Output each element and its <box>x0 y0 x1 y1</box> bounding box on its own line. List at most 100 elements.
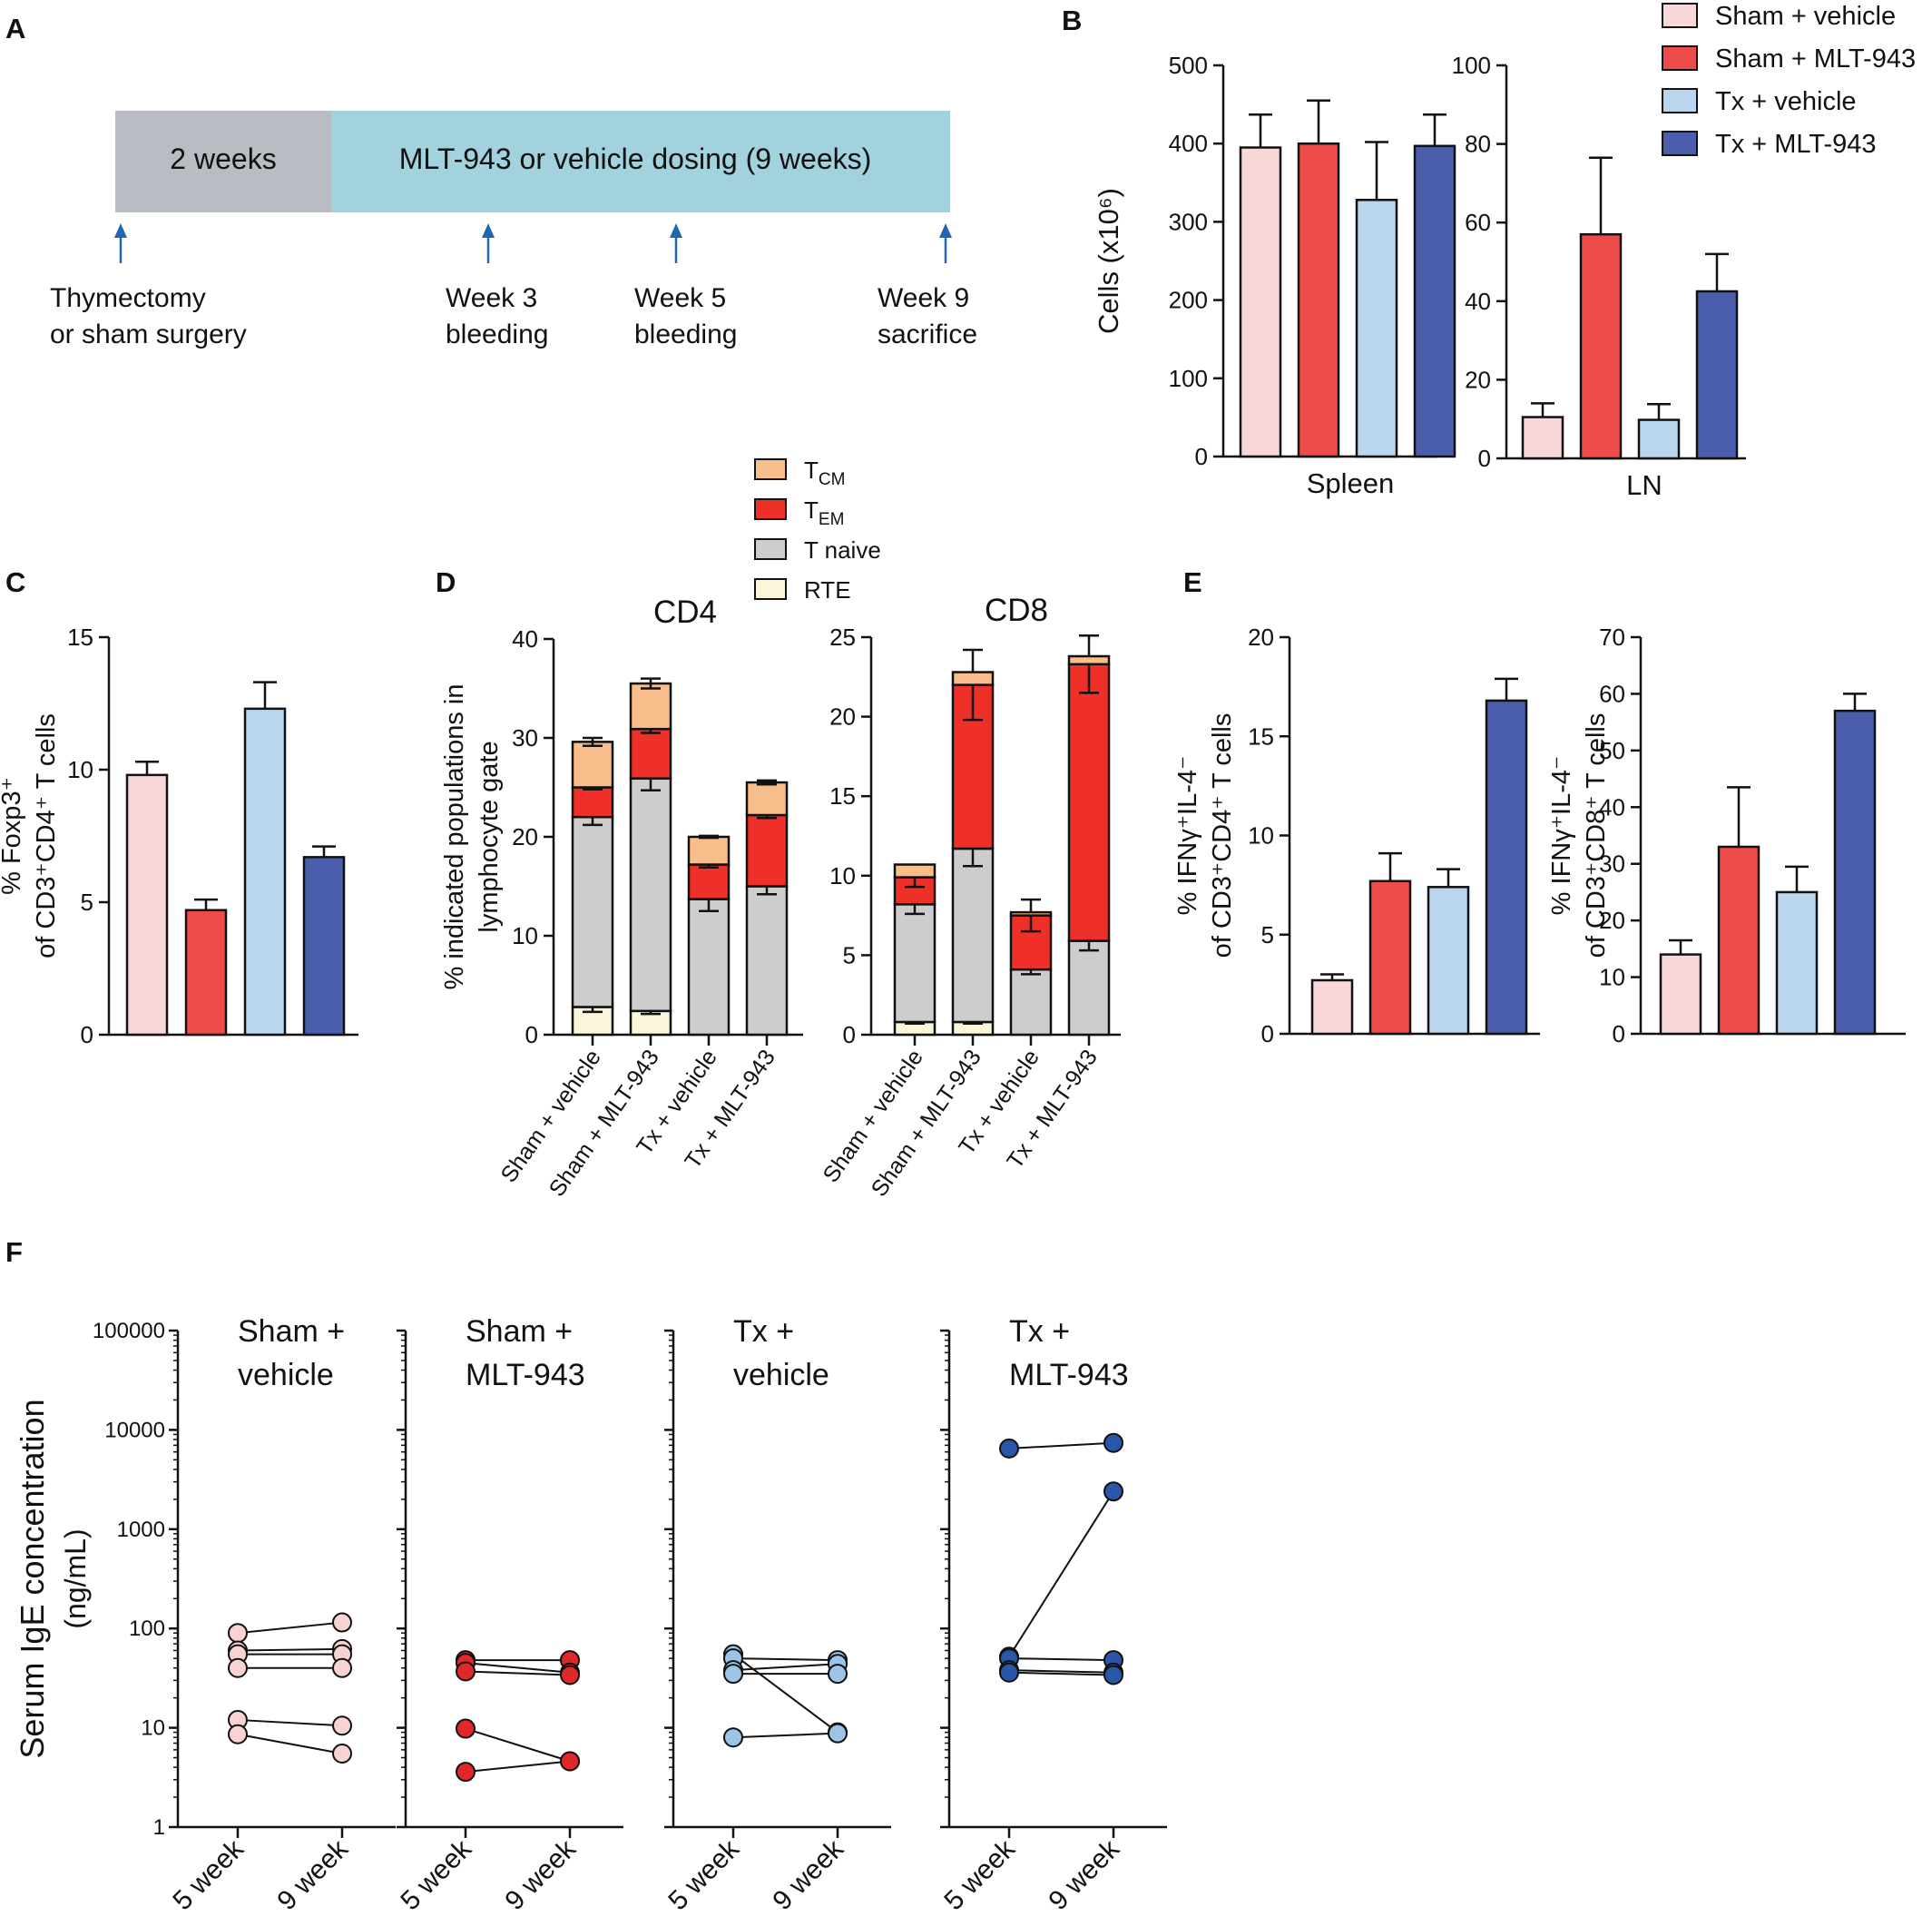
event-arrow-head <box>114 223 127 238</box>
bar <box>1775 890 1819 1036</box>
chart-b-spleen: 0 100 200 300 400 500 Spleen Cells (x10⁶) <box>1093 52 1456 499</box>
y-tick-label: 300 <box>1169 208 1208 235</box>
y-tick-label: 200 <box>1169 287 1208 314</box>
pair-line <box>465 1670 571 1676</box>
pair-line <box>465 1727 571 1763</box>
chart-title: CD4 <box>653 595 717 630</box>
y-tick-label: 100 <box>129 1616 165 1641</box>
pair-line <box>1008 1671 1114 1676</box>
y-tick-label: 40 <box>1465 288 1491 315</box>
timeline-bar1-label: 2 weeks <box>170 142 276 175</box>
bar <box>302 856 346 1037</box>
data-point <box>456 1661 476 1682</box>
y-tick-label: 100000 <box>93 1319 165 1343</box>
event-label: Week 9 <box>878 283 969 313</box>
data-point <box>723 1727 743 1748</box>
y-tick-label: 10 <box>1248 822 1274 850</box>
bar <box>243 707 287 1037</box>
panel-label-f: F <box>5 1236 23 1268</box>
y-tick-label: 10000 <box>104 1418 165 1442</box>
pair-line <box>237 1733 343 1754</box>
event-label: sacrifice <box>878 319 977 349</box>
legend-swatch <box>754 498 787 520</box>
x-tick-label: 9 week <box>499 1833 582 1916</box>
bar <box>1413 144 1456 458</box>
x-tick-label: 5 week <box>395 1833 477 1916</box>
stack-segment <box>951 671 995 686</box>
y-tick-label: 0 <box>1261 1020 1274 1047</box>
stack-segment <box>745 885 789 1037</box>
y-axis-label: of CD3⁺CD4⁺ T cells <box>32 713 61 958</box>
stack-segment <box>629 727 672 780</box>
stack-segment <box>571 741 614 789</box>
panel-title: Sham + <box>466 1314 573 1349</box>
legend-label: T naive <box>804 536 881 564</box>
y-tick-label: 40 <box>1599 793 1625 821</box>
bar <box>1659 953 1702 1036</box>
y-axis-label: of CD3⁺CD8⁺ T cells <box>1582 713 1611 958</box>
chart-title: CD8 <box>985 593 1048 628</box>
data-point <box>332 1715 352 1736</box>
data-point <box>828 1723 848 1744</box>
pair-line <box>1008 1441 1114 1449</box>
bar <box>1239 146 1282 458</box>
legend-label: Sham + vehicle <box>1715 2 1896 31</box>
data-point <box>1103 1432 1123 1453</box>
data-point <box>456 1718 476 1739</box>
bar <box>1368 879 1412 1036</box>
y-axis-label: (ng/mL) <box>59 1528 92 1628</box>
data-point <box>1103 1481 1123 1502</box>
y-tick-label: 40 <box>512 625 538 653</box>
y-tick-label: 0 <box>1613 1020 1625 1047</box>
stack-segment <box>1067 939 1111 1037</box>
y-tick-label: 60 <box>1599 680 1625 707</box>
legend-d: TCM TEM T naive RTE <box>754 457 881 604</box>
stack-segment <box>745 781 789 817</box>
y-tick-label: 20 <box>512 823 538 850</box>
stack-segment <box>1009 968 1053 1037</box>
legend-label: Tx + MLT-943 <box>1715 130 1877 159</box>
panel-label-d: D <box>436 566 456 598</box>
data-point <box>999 1438 1019 1459</box>
timeline-bar2-label: MLT-943 or vehicle dosing (9 weeks) <box>399 142 872 175</box>
y-tick-label: 0 <box>1478 445 1491 472</box>
legend-label: TCM <box>804 457 845 489</box>
legend-swatch <box>1662 45 1698 71</box>
panel-title: Tx + <box>1009 1314 1070 1349</box>
pair-line <box>1008 1657 1114 1662</box>
y-tick-label: 20 <box>1599 907 1625 934</box>
legend-swatch <box>754 538 787 560</box>
pair-line <box>237 1647 343 1652</box>
timeline-teal-bar <box>331 111 950 212</box>
pair-line <box>732 1663 839 1672</box>
y-tick-label: 1000 <box>117 1518 165 1542</box>
stack-segment <box>687 835 731 866</box>
data-point <box>560 1751 580 1772</box>
panel-title: Tx + <box>733 1314 794 1349</box>
bar <box>1297 142 1340 458</box>
legend-label: TEM <box>804 496 844 529</box>
x-tick-label: 9 week <box>1043 1833 1125 1916</box>
legend-swatch <box>754 458 787 480</box>
panel-title: Sham + <box>238 1314 345 1349</box>
pair-line <box>1008 1490 1114 1657</box>
y-axis-label: lymphocyte gate <box>475 741 504 932</box>
legend-swatch <box>1662 3 1698 28</box>
bar <box>1695 290 1739 460</box>
y-tick-label: 50 <box>1599 737 1625 764</box>
y-axis-label: % indicated populations in <box>440 684 469 990</box>
y-tick-label: 15 <box>67 624 93 651</box>
chart-c: 0 5 10 15 % Foxp3⁺ of CD3⁺CD4⁺ T cells <box>0 624 358 1048</box>
y-axis-label: % IFNγ⁺IL-4⁻ <box>1173 756 1202 916</box>
y-tick-label: 100 <box>1452 52 1491 79</box>
event-arrow-head <box>482 223 495 238</box>
y-tick-label: 400 <box>1169 130 1208 157</box>
data-point <box>228 1657 248 1678</box>
x-tick-label: 9 week <box>271 1833 354 1916</box>
x-tick-label: 5 week <box>662 1833 745 1916</box>
legend-swatch <box>1662 131 1698 156</box>
data-point <box>332 1612 352 1633</box>
bar <box>1427 886 1470 1036</box>
chart-b-ln: 0 20 40 60 80 100 LN <box>1452 52 1746 501</box>
x-tick-label: 9 week <box>767 1833 849 1916</box>
